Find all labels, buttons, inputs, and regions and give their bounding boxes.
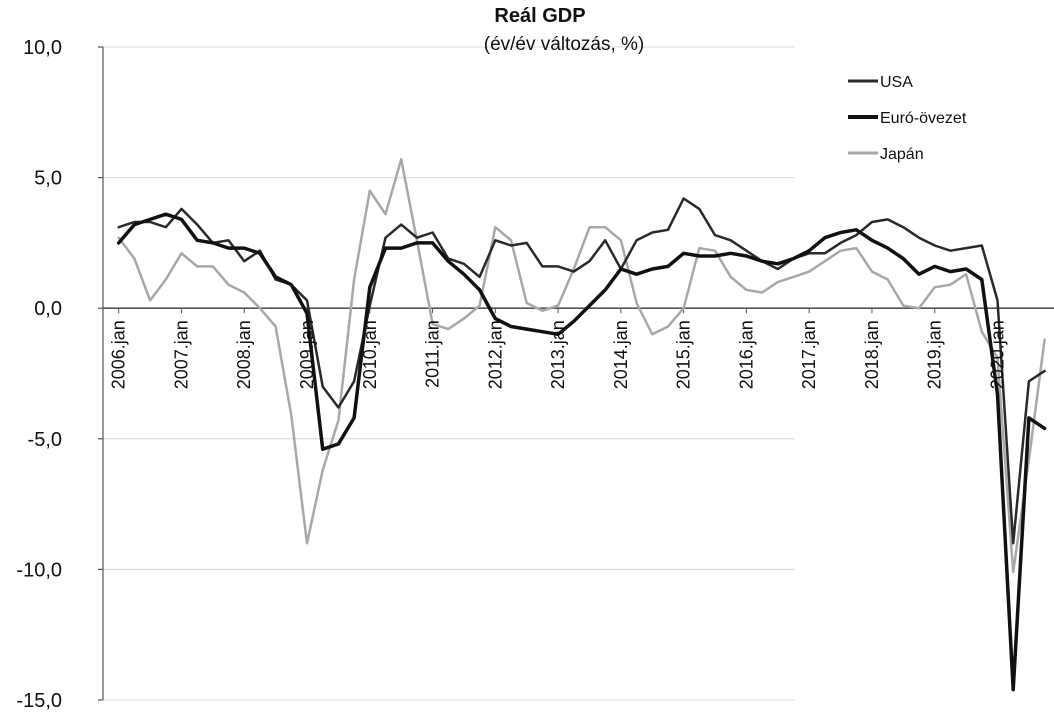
x-tick-label: 2006.jan xyxy=(109,320,129,389)
x-tick-label: 2018.jan xyxy=(862,320,882,389)
y-tick-label: 5,0 xyxy=(34,168,62,190)
legend-label: Euró-övezet xyxy=(880,110,967,127)
chart-subtitle: (év/év változás, %) xyxy=(484,34,645,55)
chart-legend: USA Euró-övezet Japán xyxy=(848,74,967,163)
axis-layer xyxy=(98,46,999,701)
y-tick-label: -10,0 xyxy=(16,559,62,581)
y-tick-label: -15,0 xyxy=(16,690,62,712)
series-line-eur-vezet xyxy=(116,212,1047,692)
x-tick-label: 2011.jan xyxy=(423,320,443,388)
x-tick-label: 2010.jan xyxy=(360,320,380,389)
series-line-jap-n xyxy=(117,158,1046,574)
x-tick-label: 2019.jan xyxy=(925,320,945,389)
x-tick-label: 2014.jan xyxy=(611,320,631,389)
x-tick-label: 2016.jan xyxy=(736,320,756,389)
x-tick-label: 2009.jan xyxy=(297,320,317,389)
x-tick-label: 2020.jan xyxy=(988,320,1008,389)
y-tick-label: 10,0 xyxy=(23,37,62,59)
x-tick-label: 2013.jan xyxy=(548,320,568,389)
label-layer: 10,0 5,0 0,0 -5,0 -10,0 -15,0 2006.jan 2007.jan… xyxy=(16,37,1007,712)
x-tick-label: 2007.jan xyxy=(171,320,191,389)
x-tick-label: 2017.jan xyxy=(799,320,819,389)
x-tick-label: 2015.jan xyxy=(674,320,694,389)
legend-label: USA xyxy=(880,74,913,91)
series-layer xyxy=(116,158,1047,692)
chart-title: Reál GDP xyxy=(494,5,585,27)
legend-label: Japán xyxy=(880,146,924,163)
x-tick-label: 2008.jan xyxy=(234,320,254,389)
y-tick-label: 0,0 xyxy=(34,298,62,320)
x-tick-label: 2012.jan xyxy=(485,320,505,389)
y-tick-label: -5,0 xyxy=(28,429,62,451)
